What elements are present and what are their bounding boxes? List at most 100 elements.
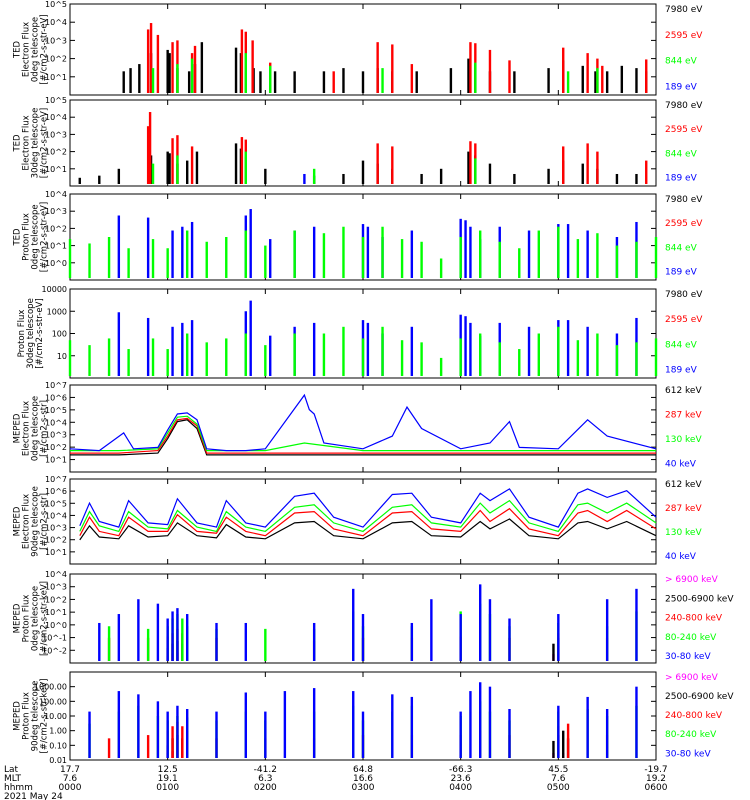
data-point <box>151 338 155 376</box>
data-point <box>586 696 589 758</box>
x-tick-label: 12.5 <box>158 765 178 775</box>
data-point <box>312 322 316 376</box>
data-point <box>117 215 121 278</box>
legend-label: 40 keV <box>665 460 697 470</box>
y-tick-label: 10^6 <box>45 393 67 402</box>
y-axis-label-line: Proton Flux <box>17 310 27 358</box>
data-point <box>117 312 121 376</box>
y-tick-label: 0.01 <box>49 756 67 765</box>
data-point <box>171 611 174 661</box>
data-point <box>449 68 453 93</box>
data-point <box>527 326 531 376</box>
data-point <box>586 53 589 93</box>
y-axis-label-line: 30deg telescope <box>26 298 36 369</box>
y-tick-label: 10^-1 <box>42 634 67 643</box>
data-point <box>200 42 204 93</box>
data-point <box>322 71 326 93</box>
data-point <box>488 686 492 758</box>
data-point <box>168 153 171 184</box>
data-point <box>88 243 91 278</box>
legend-label: 287 keV <box>665 411 702 421</box>
data-point <box>186 333 189 376</box>
data-point <box>166 618 169 661</box>
data-point <box>439 357 443 376</box>
data-point <box>190 320 194 376</box>
data-point <box>596 333 599 376</box>
data-point <box>557 226 560 278</box>
data-point <box>78 177 81 184</box>
data-point <box>508 709 511 758</box>
legend-label: 2595 eV <box>665 31 703 41</box>
data-point <box>186 709 189 758</box>
data-point <box>166 711 169 758</box>
y-axis-label-line: 0deg telescope <box>31 204 41 269</box>
data-point <box>557 326 560 376</box>
data-point <box>205 241 208 278</box>
data-point <box>488 163 492 184</box>
data-point <box>166 49 169 93</box>
data-point <box>581 163 584 184</box>
data-point <box>151 68 155 93</box>
data-point <box>518 349 521 376</box>
x-tick-label: 7.6 <box>551 774 566 784</box>
data-point <box>586 143 589 184</box>
data-point <box>586 326 589 376</box>
series-line <box>79 499 657 533</box>
y-axis-label-line: MEPED <box>13 413 23 443</box>
data-point <box>498 342 501 376</box>
y-axis-label-line: 30deg telescope <box>31 108 41 179</box>
data-point <box>98 622 101 661</box>
data-point <box>264 345 267 376</box>
y-axis-label: MEPED Electron Flux 0deg telescope [#/cm2-s… <box>13 396 50 461</box>
y-axis-label: TED Electron Flux 0deg telescope [#/cm2-s-s… <box>13 14 50 84</box>
y-axis-label: Proton Flux 30deg telescope [#/cm2-s-str-e… <box>17 298 45 369</box>
legend-label: 30-80 keV <box>665 749 711 759</box>
data-point <box>293 71 296 93</box>
y-tick-label: 10^2 <box>45 224 67 233</box>
legend-label: 612 keV <box>665 480 702 490</box>
data-point <box>459 711 462 758</box>
legend-label: 189 eV <box>665 174 698 184</box>
data-point <box>459 237 462 278</box>
data-point <box>420 342 423 376</box>
data-point <box>312 688 316 758</box>
y-tick-label: 10^4 <box>45 418 67 427</box>
data-point <box>269 65 272 93</box>
data-point <box>474 62 477 93</box>
data-point <box>469 322 472 376</box>
data-point <box>322 233 326 278</box>
legend-label: 2500-6900 keV <box>665 692 734 702</box>
data-point <box>615 173 619 184</box>
data-point <box>479 682 482 758</box>
data-point <box>391 694 394 758</box>
data-point <box>645 160 648 184</box>
x-tick-label: 19.1 <box>158 774 178 784</box>
data-point <box>620 65 624 93</box>
data-point <box>240 137 244 184</box>
data-point <box>459 614 462 661</box>
data-point <box>605 71 609 93</box>
series-line <box>79 488 657 528</box>
data-point <box>127 349 130 376</box>
x-axis-row-label: Lat <box>4 765 19 775</box>
data-point <box>146 29 150 93</box>
y-tick-label: 10^3 <box>45 583 67 592</box>
y-tick-label: 10 <box>57 352 67 361</box>
y-axis-label-line: [#/cm2-s-str-eV] <box>40 202 50 272</box>
y-tick-label: 10^0 <box>45 621 67 630</box>
x-tick-label: -66.3 <box>449 765 472 775</box>
y-axis-label-line: [#/cm2-s-str-keV] <box>40 679 50 754</box>
data-point <box>596 233 599 278</box>
y-axis-label-line: [#/cm2-s-str-eV] <box>40 14 50 84</box>
data-point <box>518 248 521 278</box>
data-point <box>168 53 171 93</box>
x-tick-label: 6.3 <box>258 774 272 784</box>
data-point <box>166 151 169 184</box>
data-point <box>469 226 472 278</box>
data-point <box>166 248 169 278</box>
data-point <box>190 58 194 93</box>
y-tick-label: 10^7 <box>45 381 67 390</box>
data-point <box>107 626 111 661</box>
legend-label: 612 keV <box>665 386 702 396</box>
data-point <box>244 692 247 758</box>
